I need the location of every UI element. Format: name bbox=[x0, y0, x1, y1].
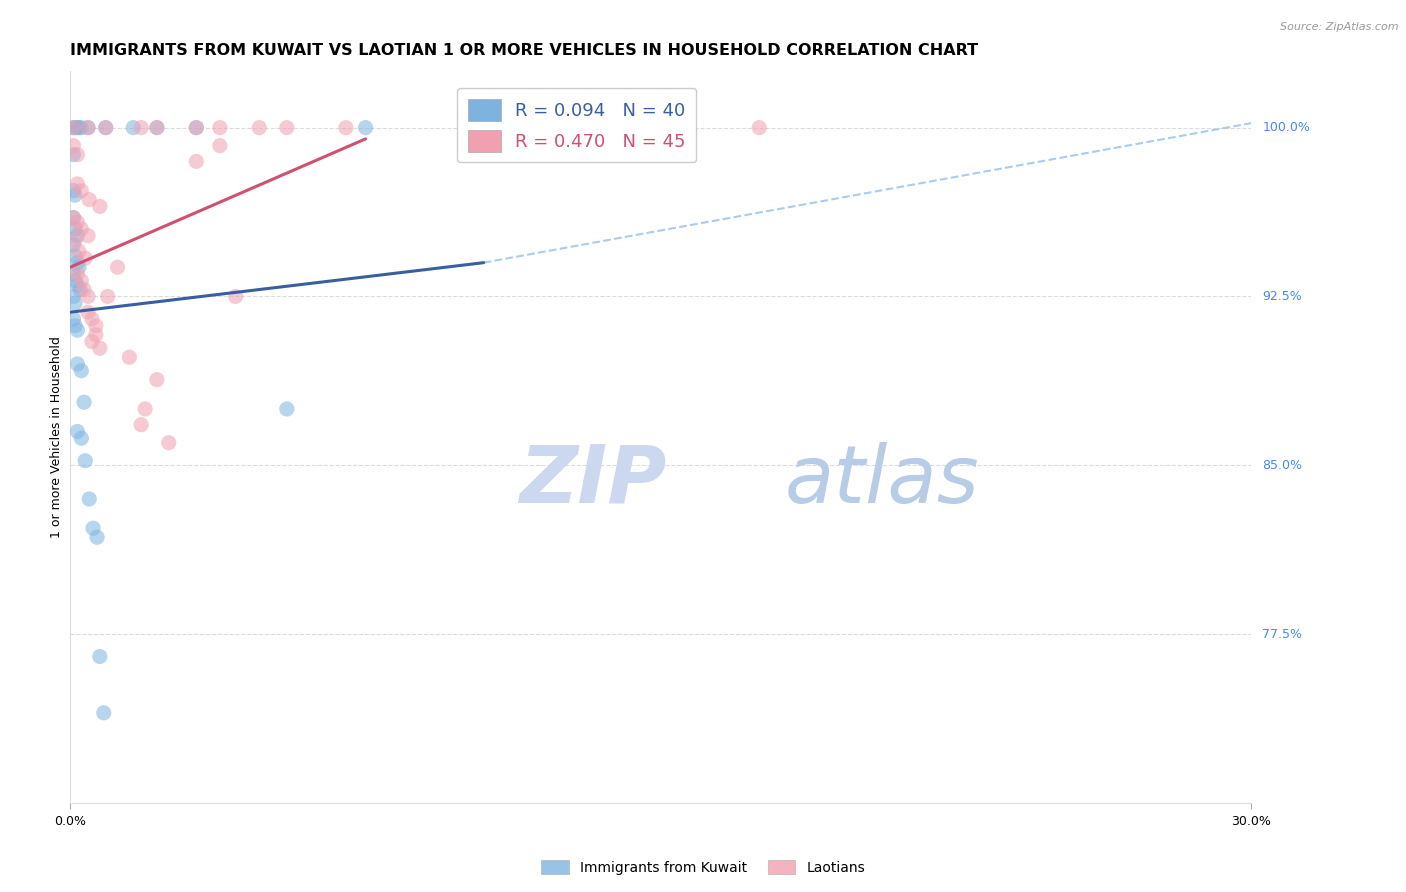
Point bbox=[66, 425, 89, 439]
Y-axis label: 1 or more Vehicles in Household: 1 or more Vehicles in Household bbox=[51, 336, 63, 538]
Text: 85.0%: 85.0% bbox=[1263, 458, 1302, 472]
Text: 77.5%: 77.5% bbox=[1263, 627, 1302, 640]
Point bbox=[107, 260, 129, 275]
Point bbox=[70, 222, 93, 236]
Point bbox=[66, 255, 89, 269]
Point bbox=[208, 120, 231, 135]
Point bbox=[157, 435, 180, 450]
Point bbox=[70, 274, 93, 288]
Point bbox=[146, 373, 169, 387]
Point bbox=[186, 120, 208, 135]
Point bbox=[63, 296, 86, 310]
Point bbox=[335, 120, 357, 135]
Point bbox=[66, 177, 89, 191]
Point bbox=[80, 312, 103, 326]
Point bbox=[77, 305, 100, 319]
Point bbox=[63, 233, 86, 247]
Point bbox=[354, 120, 377, 135]
Point bbox=[66, 357, 89, 371]
Point bbox=[89, 341, 111, 355]
Point bbox=[66, 323, 89, 337]
Point bbox=[77, 491, 100, 506]
Point bbox=[186, 120, 208, 135]
Point bbox=[84, 327, 107, 342]
Point bbox=[89, 649, 111, 664]
Point bbox=[129, 417, 152, 432]
Point bbox=[67, 120, 90, 135]
Point bbox=[89, 199, 111, 213]
Point bbox=[62, 267, 84, 281]
Point bbox=[62, 120, 84, 135]
Point bbox=[748, 120, 770, 135]
Point bbox=[75, 251, 97, 265]
Point bbox=[70, 364, 93, 378]
Point bbox=[63, 249, 86, 263]
Point bbox=[67, 260, 90, 275]
Point bbox=[69, 283, 91, 297]
Point bbox=[66, 215, 89, 229]
Legend: R = 0.094   N = 40, R = 0.470   N = 45: R = 0.094 N = 40, R = 0.470 N = 45 bbox=[457, 87, 696, 162]
Point bbox=[80, 334, 103, 349]
Point bbox=[63, 274, 86, 288]
Point bbox=[70, 431, 93, 445]
Point bbox=[66, 147, 89, 161]
Point bbox=[66, 120, 89, 135]
Text: IMMIGRANTS FROM KUWAIT VS LAOTIAN 1 OR MORE VEHICLES IN HOUSEHOLD CORRELATION CH: IMMIGRANTS FROM KUWAIT VS LAOTIAN 1 OR M… bbox=[70, 43, 979, 58]
Point bbox=[73, 395, 96, 409]
Point bbox=[247, 120, 270, 135]
Point bbox=[73, 283, 96, 297]
Point bbox=[63, 188, 86, 202]
Point bbox=[62, 120, 84, 135]
Point bbox=[86, 530, 108, 544]
Point bbox=[77, 120, 100, 135]
Point bbox=[97, 289, 120, 303]
Point bbox=[62, 184, 84, 198]
Point bbox=[77, 289, 100, 303]
Point bbox=[276, 401, 298, 416]
Point bbox=[67, 244, 90, 259]
Point bbox=[118, 350, 141, 364]
Point bbox=[77, 120, 100, 135]
Text: 92.5%: 92.5% bbox=[1263, 290, 1302, 303]
Point bbox=[146, 120, 169, 135]
Point bbox=[66, 228, 89, 243]
Point bbox=[62, 211, 84, 225]
Point bbox=[276, 120, 298, 135]
Text: ZIP: ZIP bbox=[519, 442, 666, 520]
Point bbox=[70, 184, 93, 198]
Text: Source: ZipAtlas.com: Source: ZipAtlas.com bbox=[1281, 22, 1399, 32]
Point bbox=[62, 312, 84, 326]
Point bbox=[186, 154, 208, 169]
Point bbox=[225, 289, 247, 303]
Point bbox=[63, 120, 86, 135]
Legend: Immigrants from Kuwait, Laotians: Immigrants from Kuwait, Laotians bbox=[536, 855, 870, 880]
Point bbox=[63, 318, 86, 333]
Point bbox=[122, 120, 145, 135]
Point bbox=[208, 138, 231, 153]
Point bbox=[62, 211, 84, 225]
Point bbox=[66, 267, 89, 281]
Point bbox=[66, 278, 89, 293]
Text: 100.0%: 100.0% bbox=[1263, 121, 1310, 134]
Point bbox=[82, 521, 104, 535]
Point bbox=[63, 222, 86, 236]
Point bbox=[129, 120, 152, 135]
Point bbox=[134, 401, 156, 416]
Point bbox=[62, 147, 84, 161]
Point bbox=[94, 120, 117, 135]
Point bbox=[62, 237, 84, 252]
Point bbox=[94, 120, 117, 135]
Point bbox=[62, 289, 84, 303]
Point bbox=[77, 193, 100, 207]
Point bbox=[75, 453, 97, 467]
Point bbox=[62, 138, 84, 153]
Point bbox=[70, 120, 93, 135]
Point bbox=[84, 318, 107, 333]
Point bbox=[77, 228, 100, 243]
Point bbox=[93, 706, 115, 720]
Text: atlas: atlas bbox=[785, 442, 980, 520]
Point bbox=[146, 120, 169, 135]
